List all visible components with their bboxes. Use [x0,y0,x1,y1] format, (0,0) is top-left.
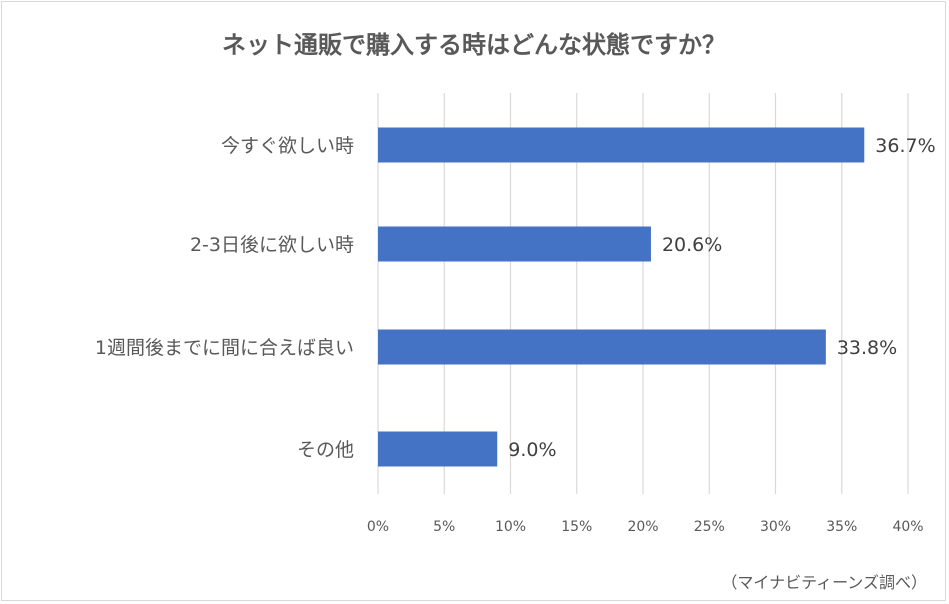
category-label: 1週間後までに間に合えば良い [95,337,354,359]
x-tick-label: 20% [627,519,658,535]
bar [378,226,651,262]
x-tick-label: 35% [826,519,857,535]
data-label: 36.7% [875,135,935,157]
source-note: （マイナビティーンズ調べ） [721,573,927,592]
x-tick-label: 30% [760,519,791,535]
data-label: 20.6% [662,234,722,256]
x-tick-label: 0% [367,519,389,535]
x-tick-label: 40% [892,519,923,535]
chart-title: ネット通販で購入する時はどんな状態ですか？ [222,31,726,59]
bar [378,127,865,163]
category-label: その他 [297,439,354,461]
data-label: 9.0% [508,439,556,461]
bar [378,329,826,365]
x-axis-ticks: 0% 5% 10% 15% 20% 25% 30% 35% 40% [367,519,924,535]
category-label: 2-3日後に欲しい時 [190,234,354,256]
x-tick-label: 25% [694,519,725,535]
category-label: 今すぐ欲しい時 [221,135,354,157]
x-tick-label: 15% [561,519,592,535]
data-labels: 36.7% 20.6% 33.8% 9.0% [508,135,935,461]
x-tick-label: 5% [433,519,455,535]
data-label: 33.8% [837,337,897,359]
bars [378,127,865,467]
bar [378,431,498,467]
x-tick-label: 10% [495,519,526,535]
